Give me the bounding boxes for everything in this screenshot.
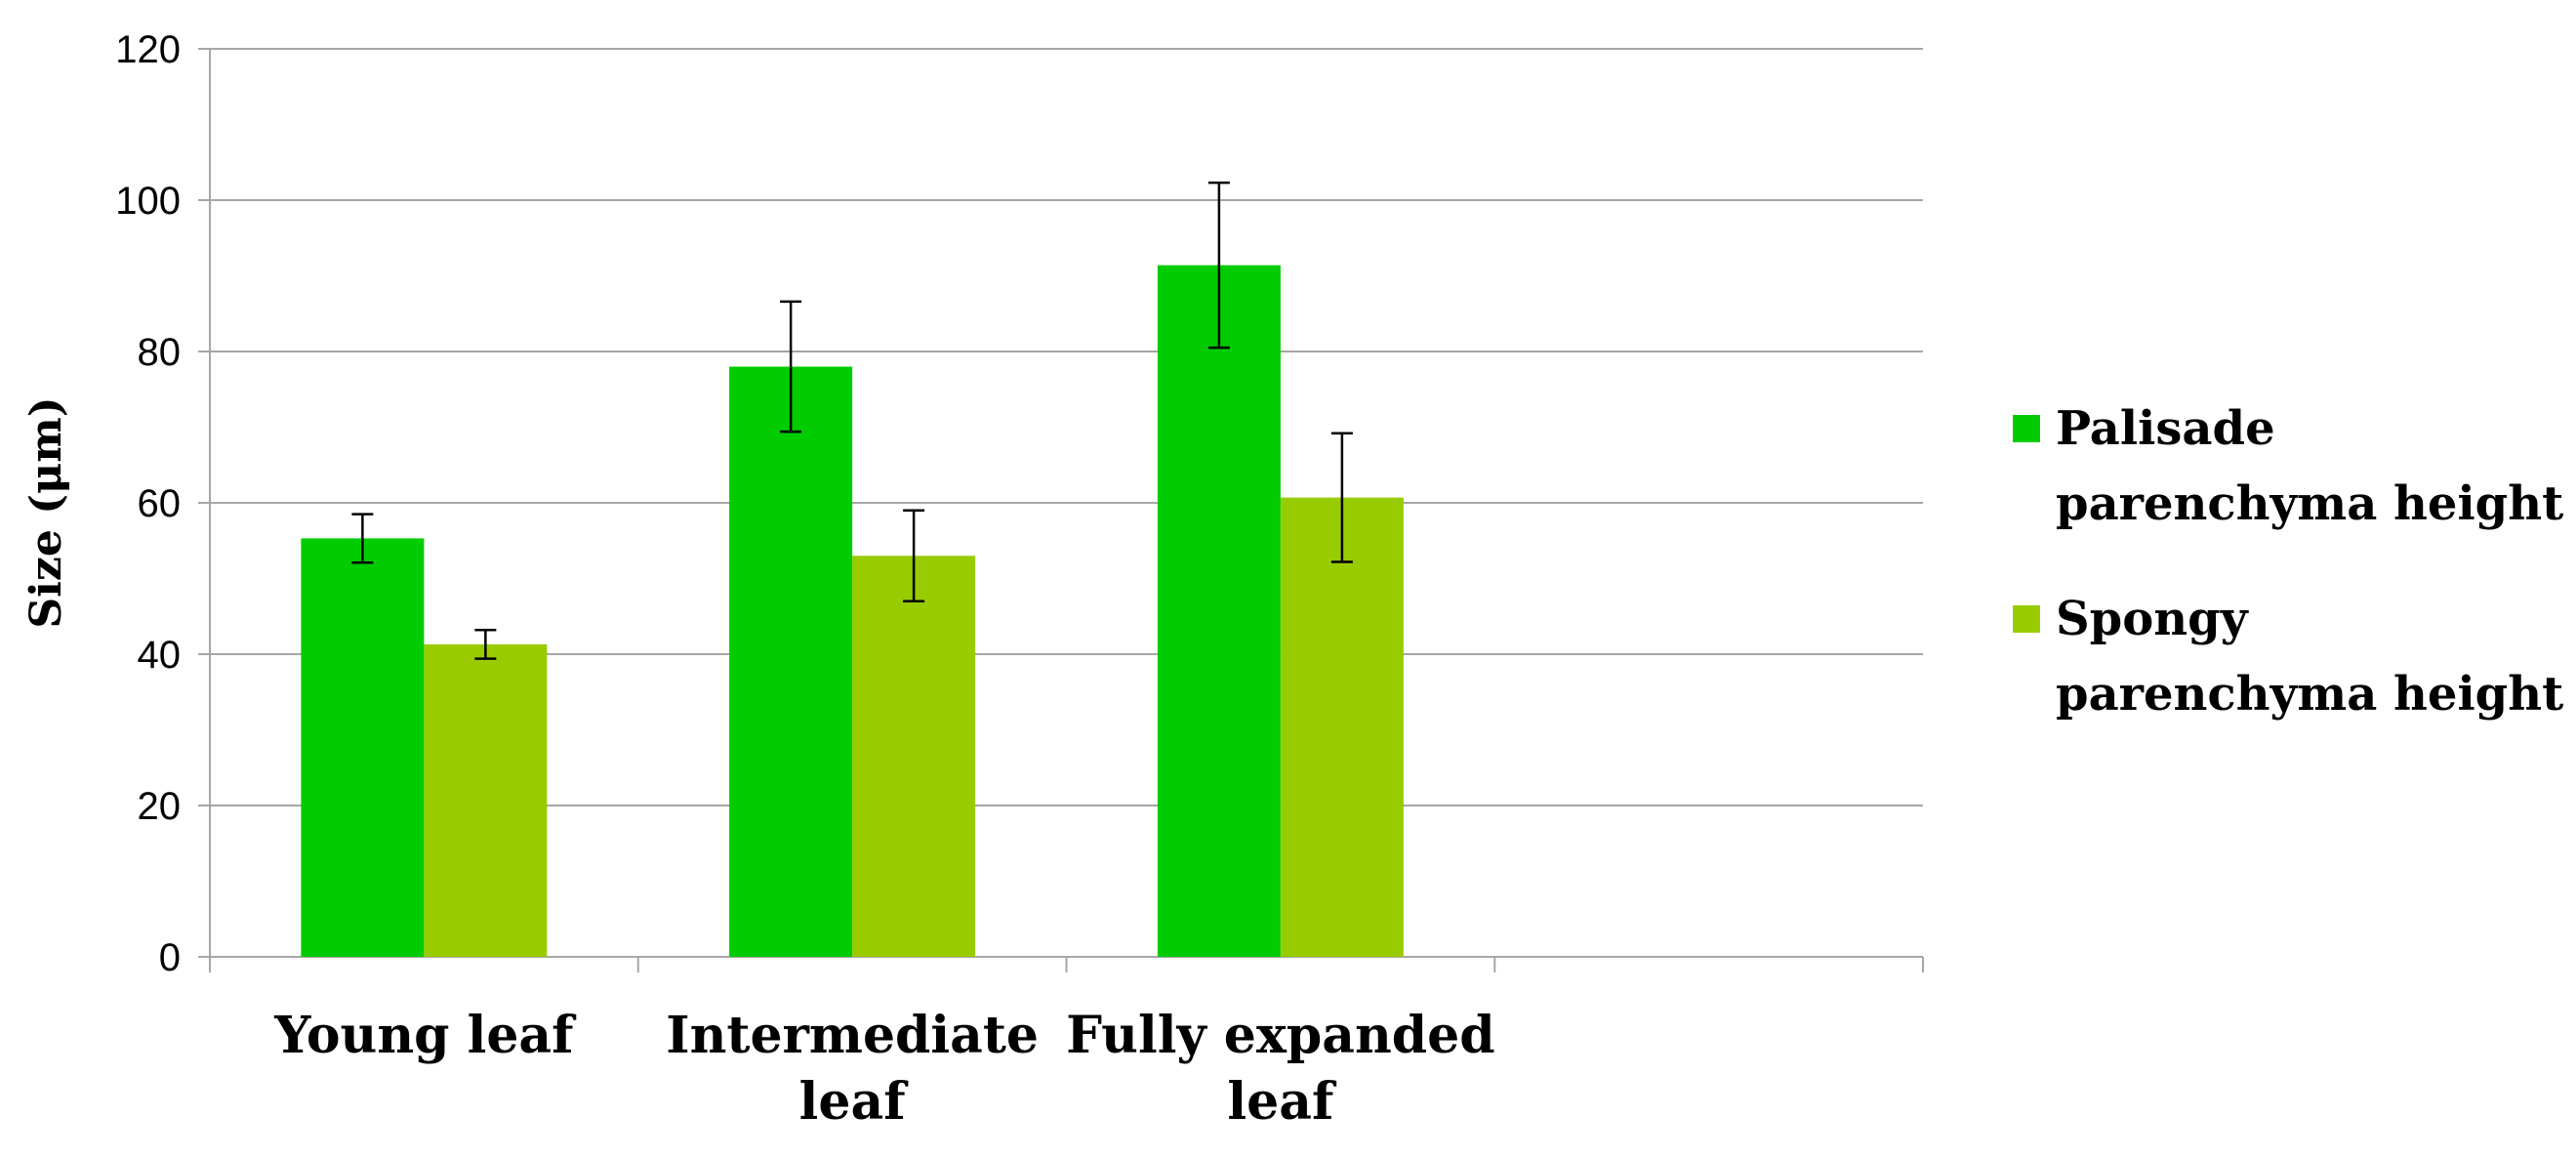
y-axis-title: Size (μm) — [21, 396, 71, 628]
y-tick-label: 120 — [115, 28, 181, 71]
bar — [424, 643, 548, 957]
x-category-label: Fully expanded — [1066, 1006, 1494, 1065]
legend-label: parenchyma height — [2056, 476, 2563, 531]
y-tick-label: 40 — [138, 634, 182, 677]
x-category-label: Young leaf — [273, 1006, 577, 1065]
legend: Palisade parenchyma height Spongy parenchym… — [2013, 401, 2563, 722]
legend-label: parenchyma height — [2056, 667, 2563, 722]
legend-label: Spongy — [2056, 592, 2250, 646]
y-tick-label: 0 — [159, 936, 181, 979]
bars — [301, 265, 1404, 957]
legend-swatch — [2013, 415, 2040, 442]
bar — [301, 538, 425, 957]
x-category-label: leaf — [799, 1072, 910, 1132]
y-tick-label: 60 — [138, 482, 182, 525]
error-bars — [351, 181, 1353, 660]
bar — [1280, 497, 1404, 957]
bar — [729, 366, 853, 957]
y-tick-label: 100 — [115, 180, 181, 223]
axis-labels: 0 20 40 60 80 100 120 Young leaf Intermediate lea… — [115, 28, 1494, 1132]
x-category-label: Intermediate — [666, 1006, 1039, 1065]
bar — [852, 556, 976, 957]
legend-label: Palisade — [2056, 401, 2275, 456]
y-tick-label: 80 — [138, 331, 182, 374]
x-category-label: leaf — [1227, 1072, 1337, 1132]
bar — [1157, 265, 1281, 957]
legend-swatch — [2013, 605, 2040, 633]
y-tick-label: 20 — [138, 785, 182, 828]
